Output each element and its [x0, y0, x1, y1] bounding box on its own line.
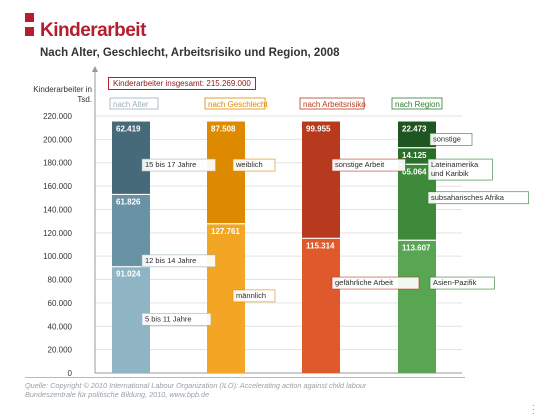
- data-value-label: 91.024: [116, 270, 141, 279]
- bar-segment: [302, 121, 340, 239]
- title-marker-1: [25, 13, 34, 22]
- segment-name-label: sonstige: [433, 134, 461, 143]
- title-marker-2: [25, 27, 34, 36]
- segment-name-label: subsaharisches Afrika: [431, 193, 505, 202]
- data-value-label: 62.419: [116, 125, 141, 134]
- y-tick-label: 0: [68, 369, 73, 378]
- segment-name-label: 5 bis 11 Jahre: [145, 314, 192, 323]
- chart-title: Kinderarbeit: [40, 20, 146, 41]
- segment-label-box: [429, 133, 473, 146]
- segment-label-box: [331, 276, 420, 290]
- source-line-1: Quelle: Copyright © 2010 International L…: [25, 381, 367, 390]
- segment-label-box: [429, 276, 495, 290]
- segment-label-box: [141, 158, 216, 172]
- category-header-box: [299, 97, 365, 110]
- segment-name-label: männlich: [236, 291, 266, 300]
- segment-name-label: und Karibik: [431, 169, 469, 178]
- y-tick-label: 80.000: [48, 276, 73, 285]
- y-tick-label: 120.000: [43, 229, 72, 238]
- footer-rule: [25, 377, 465, 378]
- bar-segment: [398, 240, 436, 373]
- segment-label-box: [331, 158, 406, 172]
- segment-name-label: 15 bis 17 Jahre: [145, 160, 196, 169]
- segment-name-label: 12 bis 14 Jahre: [145, 256, 196, 265]
- bar-segment: [112, 121, 150, 195]
- segment-label-box: [141, 254, 216, 268]
- y-tick-label: 20.000: [48, 346, 73, 355]
- segment-label-box: [427, 191, 529, 205]
- segment-name-label: sonstige Arbeit: [335, 160, 385, 169]
- y-tick-label: 220.000: [43, 112, 72, 121]
- y-tick-label: 100.000: [43, 252, 72, 261]
- y-tick-label: 200.000: [43, 135, 72, 144]
- y-tick-label: 60.000: [48, 299, 73, 308]
- segment-label-box: [141, 312, 212, 326]
- segment-name-label: gefährliche Arbeit: [335, 278, 394, 287]
- y-tick-label: 160.000: [43, 182, 72, 191]
- segment-name-label: Lateinamerika: [431, 160, 479, 169]
- category-label: nach Geschlecht: [208, 100, 268, 109]
- segment-label-box: [232, 158, 276, 172]
- bar-segment: [302, 238, 340, 373]
- segment-label-box: [427, 158, 493, 181]
- segment-name-label: weiblich: [235, 160, 263, 169]
- source-line-2: Bundeszentrale für politische Bildung, 2…: [25, 390, 210, 399]
- data-value-label: 65.064: [402, 167, 427, 176]
- segment-label-box: [232, 289, 276, 303]
- data-value-label: 113.607: [402, 243, 431, 252]
- category-label: nach Region: [395, 100, 440, 109]
- category-label: nach Arbeitsrisiko: [303, 100, 366, 109]
- y-axis-title: Kinderarbeiter in Tsd.: [33, 85, 92, 104]
- y-axis-arrow: [92, 66, 98, 72]
- y-tick-label: 40.000: [48, 322, 73, 331]
- y-tick-label: 140.000: [43, 205, 72, 214]
- category-header-box: [204, 97, 266, 110]
- data-value-label: 87.508: [211, 125, 236, 134]
- data-value-label: 115.314: [306, 241, 335, 250]
- data-value-label: 14.125: [402, 151, 427, 160]
- bar-segment: [398, 121, 436, 148]
- bar-segment: [398, 147, 436, 165]
- total-label: Kinderarbeiter insgesamt: 215.269.000: [108, 77, 256, 90]
- more-options-icon[interactable]: · · ·: [532, 401, 535, 418]
- bar-segment: [207, 121, 245, 224]
- category-label: nach Alter: [113, 100, 149, 109]
- category-header-box: [391, 97, 443, 110]
- data-value-label: 22.473: [402, 125, 427, 134]
- data-value-label: 127.761: [211, 227, 240, 236]
- data-value-label: 61.826: [116, 197, 141, 206]
- y-tick-label: 180.000: [43, 159, 72, 168]
- source-text: Quelle: Copyright © 2010 International L…: [25, 381, 366, 399]
- data-value-label: 99.955: [306, 125, 331, 134]
- segment-name-label: Asien-Pazifik: [433, 278, 477, 287]
- chart-subtitle: Nach Alter, Geschlecht, Arbeitsrisiko un…: [40, 47, 340, 59]
- category-header-box: [109, 97, 159, 110]
